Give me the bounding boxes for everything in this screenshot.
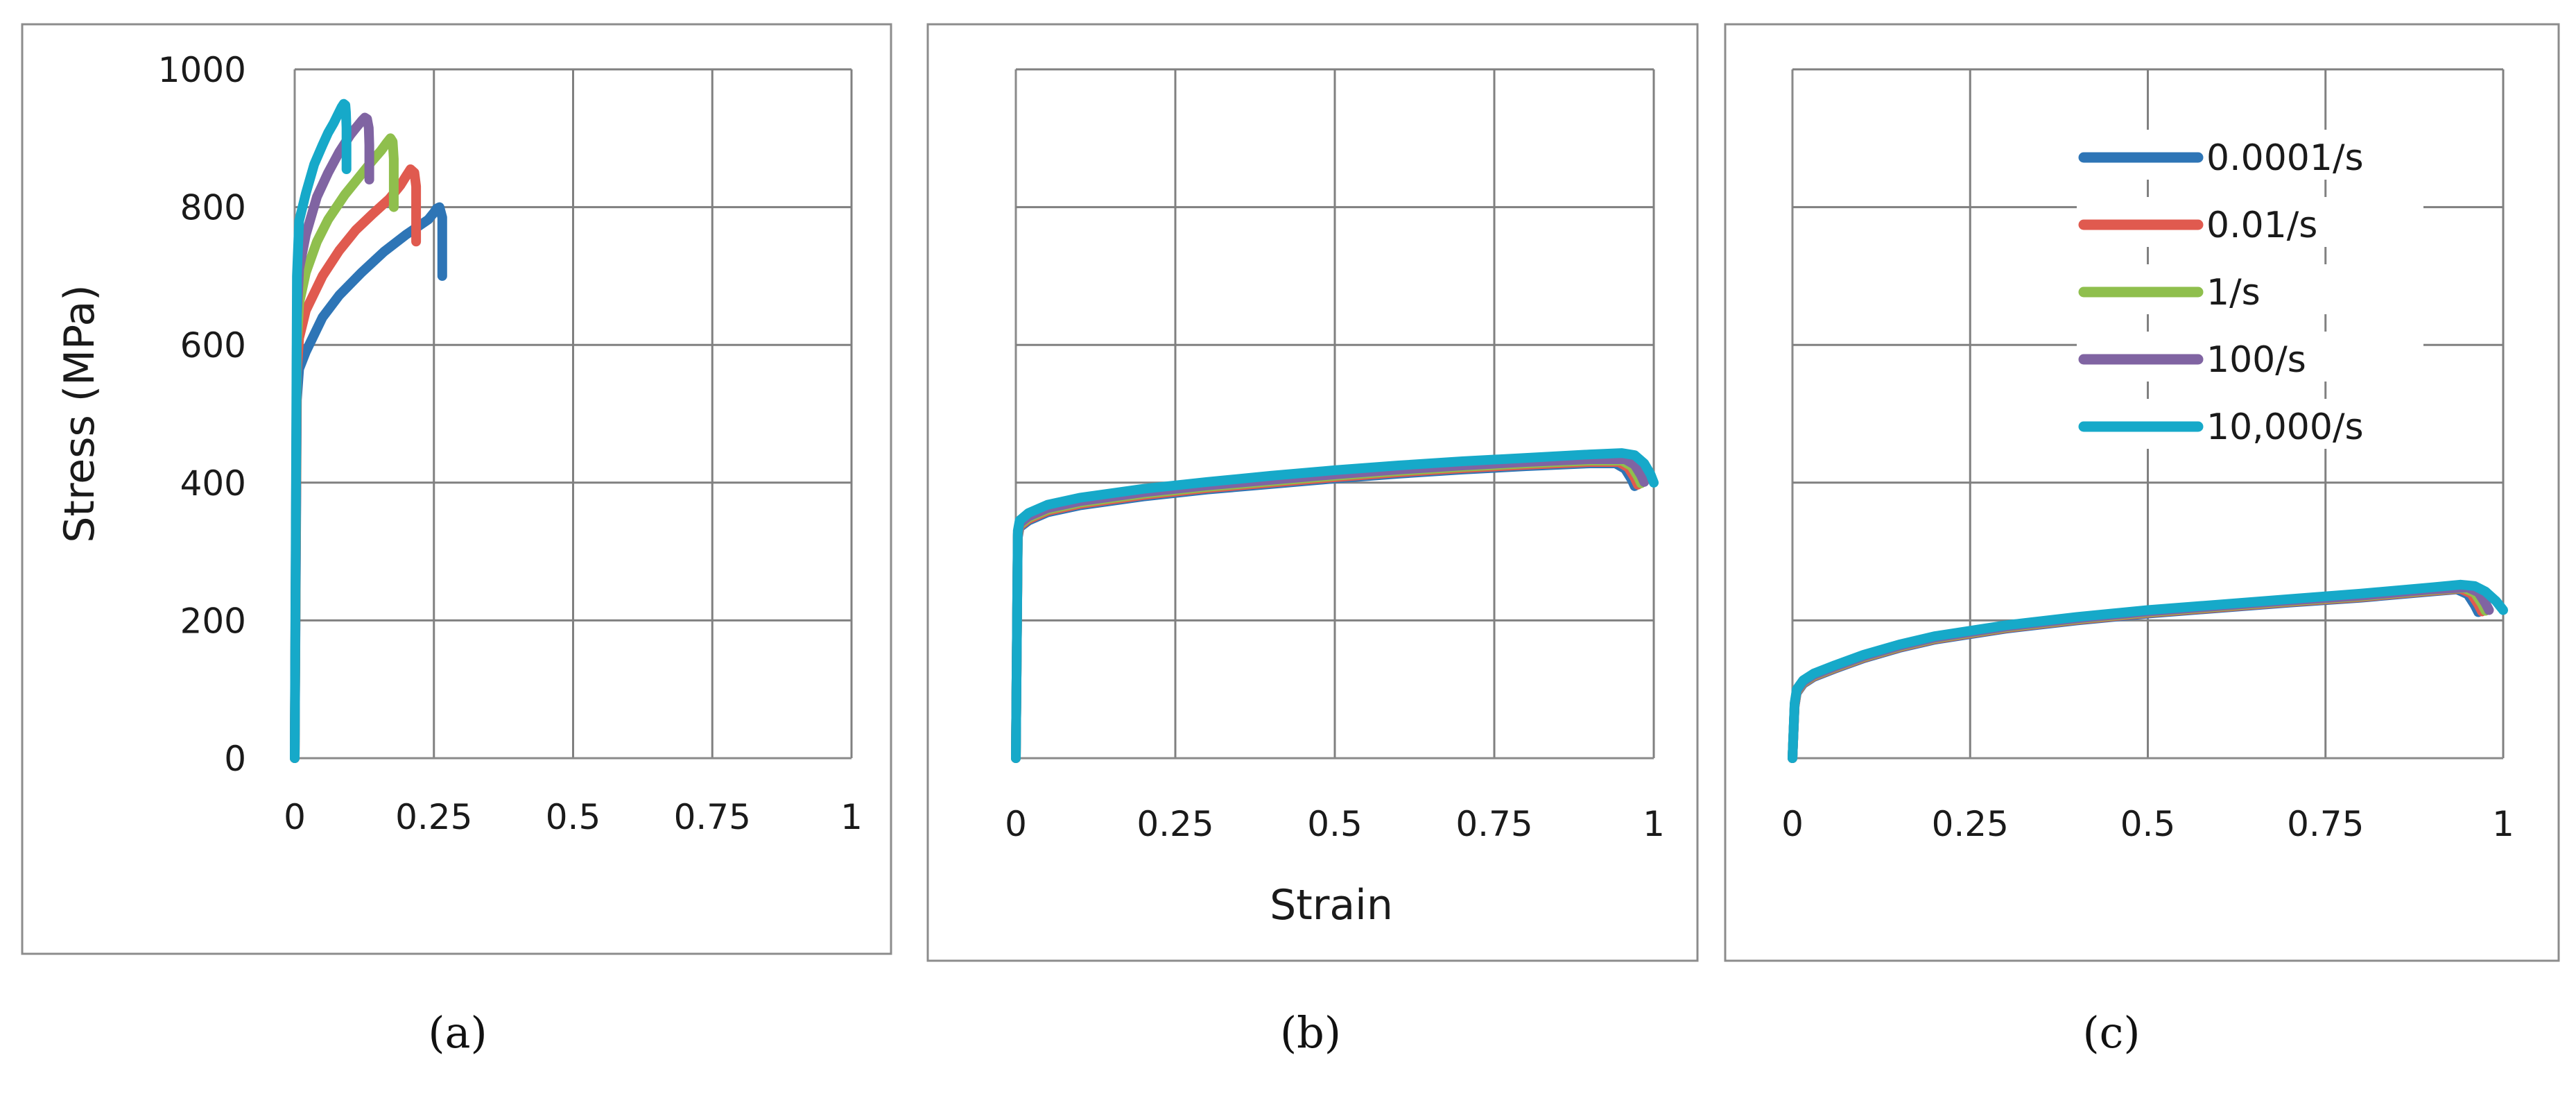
y-tick-label: 200 <box>180 601 246 641</box>
x-tick-label: 0 <box>1781 804 1804 844</box>
y-tick-label: 400 <box>180 463 246 504</box>
y-tick-label: 800 <box>180 188 246 228</box>
panel-caption: (a) <box>428 1007 487 1058</box>
x-axis-title: Strain <box>1270 881 1393 930</box>
x-tick-label: 1 <box>840 797 863 837</box>
legend-label: 100/s <box>2206 339 2306 381</box>
y-tick-label: 0 <box>224 739 246 779</box>
legend-label: 1/s <box>2206 272 2261 314</box>
panel-frame <box>1724 23 2560 962</box>
legend: 0.0001/s 0.01/s 1/s 100/s 10,000/s <box>2077 130 2423 449</box>
x-tick-label: 0 <box>1005 804 1027 844</box>
x-tick-label: 0 <box>284 797 306 837</box>
x-tick-label: 0.75 <box>1455 804 1532 844</box>
x-tick-label: 0.75 <box>674 797 751 837</box>
x-tick-label: 0.5 <box>2120 804 2176 844</box>
series-line-10-000-s <box>1788 579 2508 763</box>
legend-label: 10,000/s <box>2206 406 2364 448</box>
x-tick-label: 0.25 <box>1136 804 1213 844</box>
series-line-10-000-s <box>290 99 352 763</box>
x-tick-label: 0.5 <box>1307 804 1363 844</box>
panel-caption: (c) <box>2082 1007 2140 1058</box>
panel-frame <box>926 23 1699 962</box>
x-tick-label: 0.75 <box>2287 804 2364 844</box>
x-tick-label: 0.25 <box>395 797 472 837</box>
chart-panel-a: 0 0.25 0.5 0.75 1 0 200 400 600 800 1000 Stress (MP… <box>21 23 892 955</box>
x-tick-label: 0.5 <box>546 797 601 837</box>
chart-panel-b: 0 0.25 0.5 0.75 1 Strain <box>926 23 1699 962</box>
y-tick-label: 1000 <box>158 50 246 90</box>
chart-panel-c: 0 0.25 0.5 0.75 1 0.0001/s 0.01/s 1/s 100/s 10,00… <box>1724 23 2560 962</box>
y-tick-label: 600 <box>180 325 246 366</box>
series-line-10-000-s <box>1011 448 1659 763</box>
x-tick-label: 1 <box>1643 804 1665 844</box>
legend-label: 0.0001/s <box>2206 137 2364 179</box>
x-tick-label: 1 <box>2492 804 2514 844</box>
x-tick-label: 0.25 <box>1932 804 2009 844</box>
panel-caption: (b) <box>1280 1007 1341 1058</box>
y-axis-title: Stress (MPa) <box>55 284 104 542</box>
legend-label: 0.01/s <box>2206 205 2317 246</box>
panel-frame <box>21 23 892 955</box>
